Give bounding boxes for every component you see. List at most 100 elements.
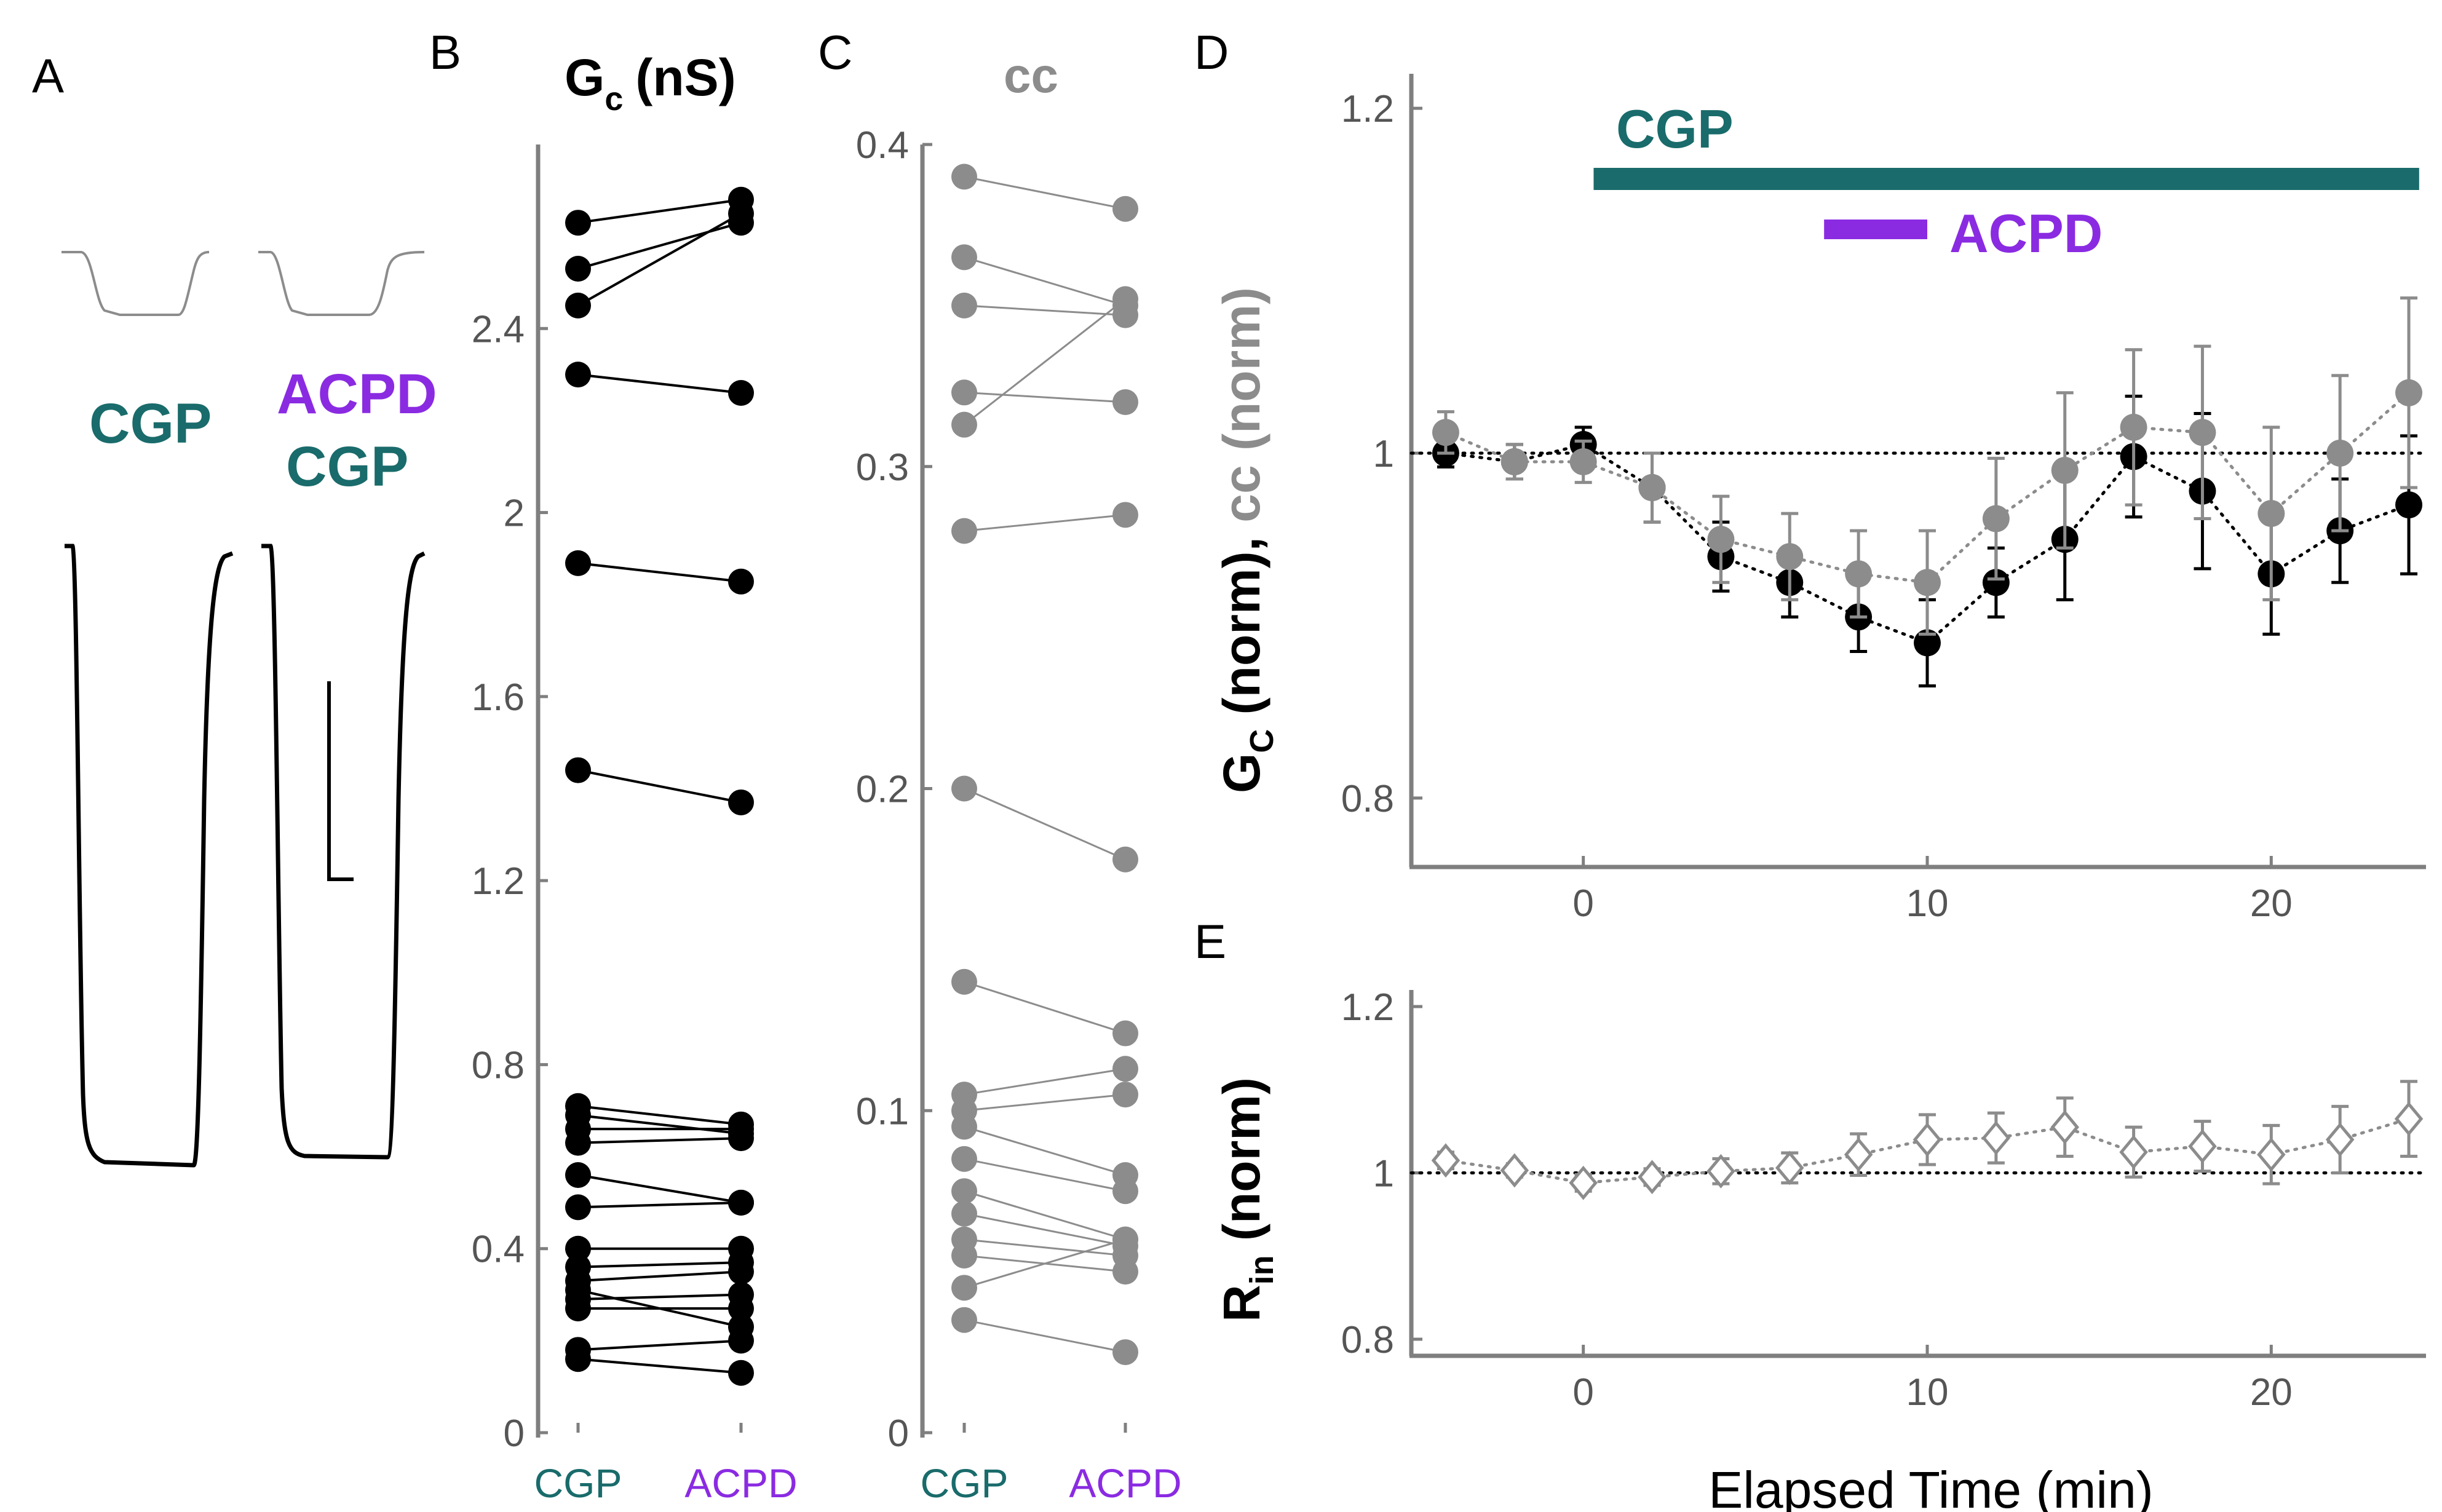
point-Rin [2119,1134,2148,1170]
y-tick-label: 0.4 [472,1229,525,1271]
panel-d-ylabel-cc: cc (norm) [1213,287,1271,523]
point-Rin [1431,1143,1461,1178]
point-cgp [565,1295,591,1321]
point-cgp [951,244,977,271]
point-Gc [2395,491,2423,519]
panel-d-letter: D [1194,25,1229,79]
panel-d-ylabel: GC (norm), cc (norm) [1213,287,1280,793]
point-cgp [951,518,977,544]
y-tick-label: 1 [1373,433,1394,475]
pair-line [964,1213,1126,1247]
point-acpd [1112,1226,1138,1253]
y-tick-label: 0.4 [856,124,909,167]
point-cgp [951,1242,977,1269]
point-acpd [728,380,754,406]
y-tick-label: 0.2 [856,769,909,811]
x-tick-label: 20 [2250,882,2293,925]
point-cc [2051,457,2079,484]
point-Rin [2188,1129,2217,1164]
point-cc [2326,439,2354,467]
point-cc [1845,560,1873,588]
x-tick-label-cgp: CGP [920,1460,1008,1506]
point-cgp [951,968,977,995]
point-Rin [2050,1110,2079,1145]
point-cc [1500,448,1528,475]
point-acpd [728,789,754,815]
pair-line [577,198,742,224]
pair-line [577,561,742,583]
pair-line [577,221,742,270]
cgp-bar [1593,168,2419,190]
y-tick-label: 0.8 [472,1044,525,1087]
point-Rin [2257,1137,2286,1172]
point-cgp [951,1275,977,1301]
pair-line [964,304,1126,317]
scale-bar [327,681,354,881]
point-cgp [565,292,591,319]
panel-e-xlabel: Elapsed Time (min) [1708,1461,2154,1512]
y-tick-label: 1.2 [472,860,525,903]
pair-line [964,1093,1126,1112]
pair-line [577,1137,742,1144]
x-tick-label-acpd: ACPD [1069,1460,1181,1506]
point-acpd [728,1360,754,1386]
point-cc [1913,569,1941,596]
point-cgp [951,1146,977,1172]
point-acpd [728,568,754,595]
pair-line [577,373,742,395]
point-Rin [1844,1137,1873,1172]
panel-e-ylabel-norm: (norm) [1213,1077,1271,1255]
point-cc [1776,543,1804,571]
panel-a-letter: A [32,49,64,103]
point-Rin [2394,1101,2424,1136]
point-cgp [565,1346,591,1372]
point-acpd [728,1259,754,1285]
point-cc [2189,419,2216,446]
point-cc [1569,448,1597,475]
point-acpd [1112,502,1138,528]
panel-d-bar-acpd-label: ACPD [1949,203,2103,264]
acpd-bar [1824,220,1927,239]
point-cgp [565,757,591,783]
point-cgp [951,1200,977,1227]
point-Rin [1981,1120,2011,1155]
panel-c: C cc 0 0.1 0.2 0.3 0.4 CGP ACPD [818,25,1182,1506]
point-acpd [1112,196,1138,222]
panel-b-title: Gc (nS) [565,49,736,117]
pair-line [577,1293,742,1301]
point-acpd [1112,846,1138,873]
label-a-cgp2: CGP [286,435,408,498]
y-tick-label: 0.8 [1341,778,1394,820]
panel-e-letter: E [1194,914,1226,968]
pair-line [577,1104,742,1126]
panel-d: D 0.8 1 1.2 0 10 20 CGP ACPD GC (norm), cc (n… [1194,25,2428,925]
trace-acpd [261,544,426,1160]
series-line-cc [1444,391,2411,584]
point-acpd [728,1125,754,1152]
pair-line [577,1358,742,1374]
y-tick-label: 1 [1373,1153,1394,1195]
y-tick-label: 0.1 [856,1090,909,1133]
plot-b: 0 0.4 0.8 1.2 1.6 2 2.4 CGP ACPD [472,144,798,1506]
plot-e: 0.8 1 1.2 0 10 20 [1341,986,2428,1414]
pair-line [577,1261,742,1269]
pair-line [964,513,1126,532]
label-a-cgp: CGP [89,392,212,455]
panel-b: B Gc (nS) 0 0.4 0.8 1.2 1.6 2 2.4 CGP ACPD [429,25,798,1506]
point-cgp [565,1194,591,1221]
point-cc [1432,419,1459,446]
panel-b-letter: B [429,25,461,79]
point-cgp [951,1114,977,1140]
point-cgp [951,164,977,190]
y-tick-label: 0.8 [1341,1319,1394,1361]
point-cgp [565,362,591,388]
point-cgp [565,210,591,236]
pair-line [577,1114,742,1135]
pair-line [964,1158,1126,1192]
point-cgp [565,1130,591,1156]
panel-e-ylabel-sub: in [1243,1255,1280,1284]
point-acpd [728,200,754,227]
plot-c: 0 0.1 0.2 0.3 0.4 CGP ACPD [856,124,1182,1506]
pair-line [964,391,1126,403]
